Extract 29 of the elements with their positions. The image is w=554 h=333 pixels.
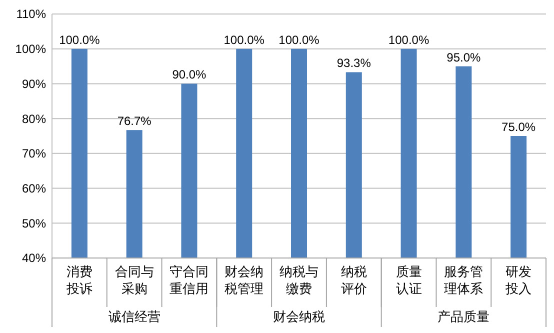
- y-tick-label: 100%: [15, 42, 46, 56]
- data-label: 100.0%: [59, 32, 100, 47]
- y-tick-label: 90%: [22, 76, 46, 91]
- y-tick-label: 60%: [22, 181, 46, 196]
- x-tick-label: 研发投入: [504, 264, 532, 296]
- x-tick-label: 服务管理体系: [444, 264, 484, 296]
- data-label: 76.7%: [117, 114, 152, 128]
- x-tick-label: 守合同重信用: [170, 264, 209, 296]
- text: 财会纳税: [273, 309, 325, 324]
- y-tick-label: 70%: [22, 146, 46, 161]
- y-tick-label: 40%: [22, 251, 46, 266]
- x-tick-label: 纳税评价: [340, 264, 367, 296]
- y-tick-label: 80%: [22, 112, 46, 126]
- x-tick-label: 质量认证: [396, 264, 422, 296]
- data-label: 95.0%: [446, 50, 482, 64]
- y-tick-label: 110%: [16, 7, 46, 22]
- data-label: 90.0%: [172, 68, 207, 82]
- data-label: 93.3%: [336, 56, 372, 70]
- text: 诚信经营: [108, 309, 160, 324]
- x-tick-label: 消费投诉: [65, 264, 92, 296]
- x-tick-label: 合同与采购: [114, 264, 154, 296]
- data-label: 100.0%: [224, 32, 265, 47]
- data-label: 100.0%: [278, 32, 320, 47]
- x-tick-label: 财会纳税管理: [224, 264, 264, 296]
- data-label: 75.0%: [502, 120, 536, 134]
- x-tick-label: 纳税与缴费: [280, 264, 318, 296]
- text: 产品质量: [438, 309, 490, 324]
- data-label: 100.0%: [388, 32, 430, 47]
- y-tick-label: 50%: [22, 216, 46, 230]
